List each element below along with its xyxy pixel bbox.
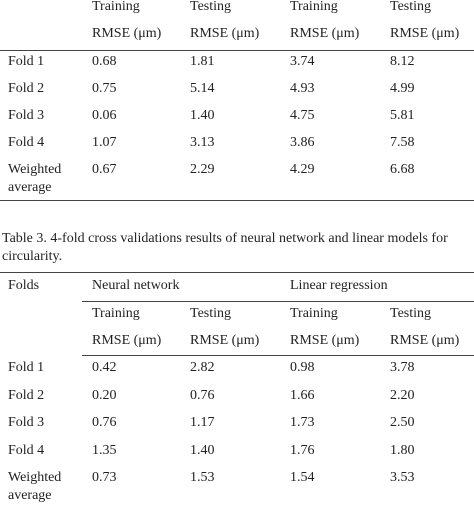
row-label: Fold 2 [8, 387, 45, 403]
table-caption: Table 3. 4-fold cross validations result… [2, 231, 448, 264]
table-cell: 0.73 [92, 470, 117, 485]
column-group-header: Neural network [92, 278, 180, 293]
table-cell: 2.82 [190, 360, 215, 375]
table-cell: 6.68 [390, 162, 415, 177]
table-cell: 3.78 [390, 360, 415, 375]
column-header: RMSE (μm) [92, 26, 162, 41]
column-header: Testing [190, 306, 232, 321]
row-label: Fold 4 [8, 442, 45, 458]
table-cell: 0.20 [92, 387, 117, 403]
row-label: Weighted average [8, 162, 62, 195]
table-cell: 1.66 [290, 387, 315, 403]
column-header: Testing [390, 0, 432, 14]
table-rule [82, 301, 474, 302]
table-cell: 8.12 [390, 54, 415, 69]
column-header: Testing [390, 306, 432, 321]
table-cell: 4.75 [290, 108, 315, 123]
table-cell: 4.93 [290, 81, 315, 96]
row-label: Fold 3 [8, 108, 45, 123]
table-cell: 1.07 [92, 135, 117, 150]
row-label: Fold 3 [8, 415, 45, 430]
table-cell: 1.81 [190, 54, 215, 69]
table-cell: 1.54 [290, 470, 315, 485]
table-cell: 0.98 [290, 360, 315, 375]
table-cell: 0.68 [92, 54, 117, 69]
table-rule [0, 50, 474, 51]
column-header: RMSE (μm) [190, 26, 260, 41]
column-header: RMSE (μm) [190, 333, 260, 348]
table-cell: 1.53 [190, 470, 215, 485]
column-header: RMSE (μm) [390, 26, 460, 41]
table-cell: 3.53 [390, 470, 415, 485]
table-cell: 1.35 [92, 442, 117, 458]
table-cell: 1.73 [290, 415, 315, 430]
row-label: Fold 2 [8, 81, 45, 96]
column-group-header: Folds [8, 278, 40, 293]
row-label: Weighted average [8, 470, 62, 503]
column-header: Training [290, 0, 338, 14]
column-header: Testing [190, 0, 232, 14]
table-cell: 1.17 [190, 415, 215, 430]
table-cell: 5.14 [190, 81, 215, 96]
table-cell: 7.58 [390, 135, 415, 150]
table-rule [0, 200, 474, 201]
column-header: Training [290, 306, 338, 321]
table-cell: 1.40 [190, 442, 215, 458]
table-cell: 2.20 [390, 387, 415, 403]
table-cell: 1.40 [190, 108, 215, 123]
table-cell: 0.06 [92, 108, 117, 123]
column-group-header: Linear regression [290, 278, 388, 293]
column-header: RMSE (μm) [92, 333, 162, 348]
table-rule [82, 355, 474, 356]
row-label: Fold 1 [8, 54, 45, 69]
table-cell: 4.29 [290, 162, 315, 177]
table-cell: 3.74 [290, 54, 315, 69]
column-header: Training [92, 306, 140, 321]
table-cell: 0.76 [92, 415, 117, 430]
table-cell: 2.29 [190, 162, 215, 177]
table-cell: 5.81 [390, 108, 415, 123]
table-cell: 4.99 [390, 81, 415, 96]
table-cell: 1.76 [290, 442, 315, 458]
column-header: RMSE (μm) [290, 333, 360, 348]
column-header: Training [92, 0, 140, 14]
table-cell: 1.80 [390, 442, 415, 458]
row-label: Fold 1 [8, 360, 45, 375]
table-cell: 0.76 [190, 387, 215, 403]
table-cell: 3.13 [190, 135, 215, 150]
table-cell: 0.42 [92, 360, 117, 375]
row-label: Fold 4 [8, 135, 45, 150]
table-rule [0, 272, 474, 273]
column-header: RMSE (μm) [290, 26, 360, 41]
table-cell: 0.75 [92, 81, 117, 96]
table-cell: 2.50 [390, 415, 415, 430]
table-cell: 3.86 [290, 135, 315, 150]
column-header: RMSE (μm) [390, 333, 460, 348]
table-cell: 0.67 [92, 162, 117, 177]
